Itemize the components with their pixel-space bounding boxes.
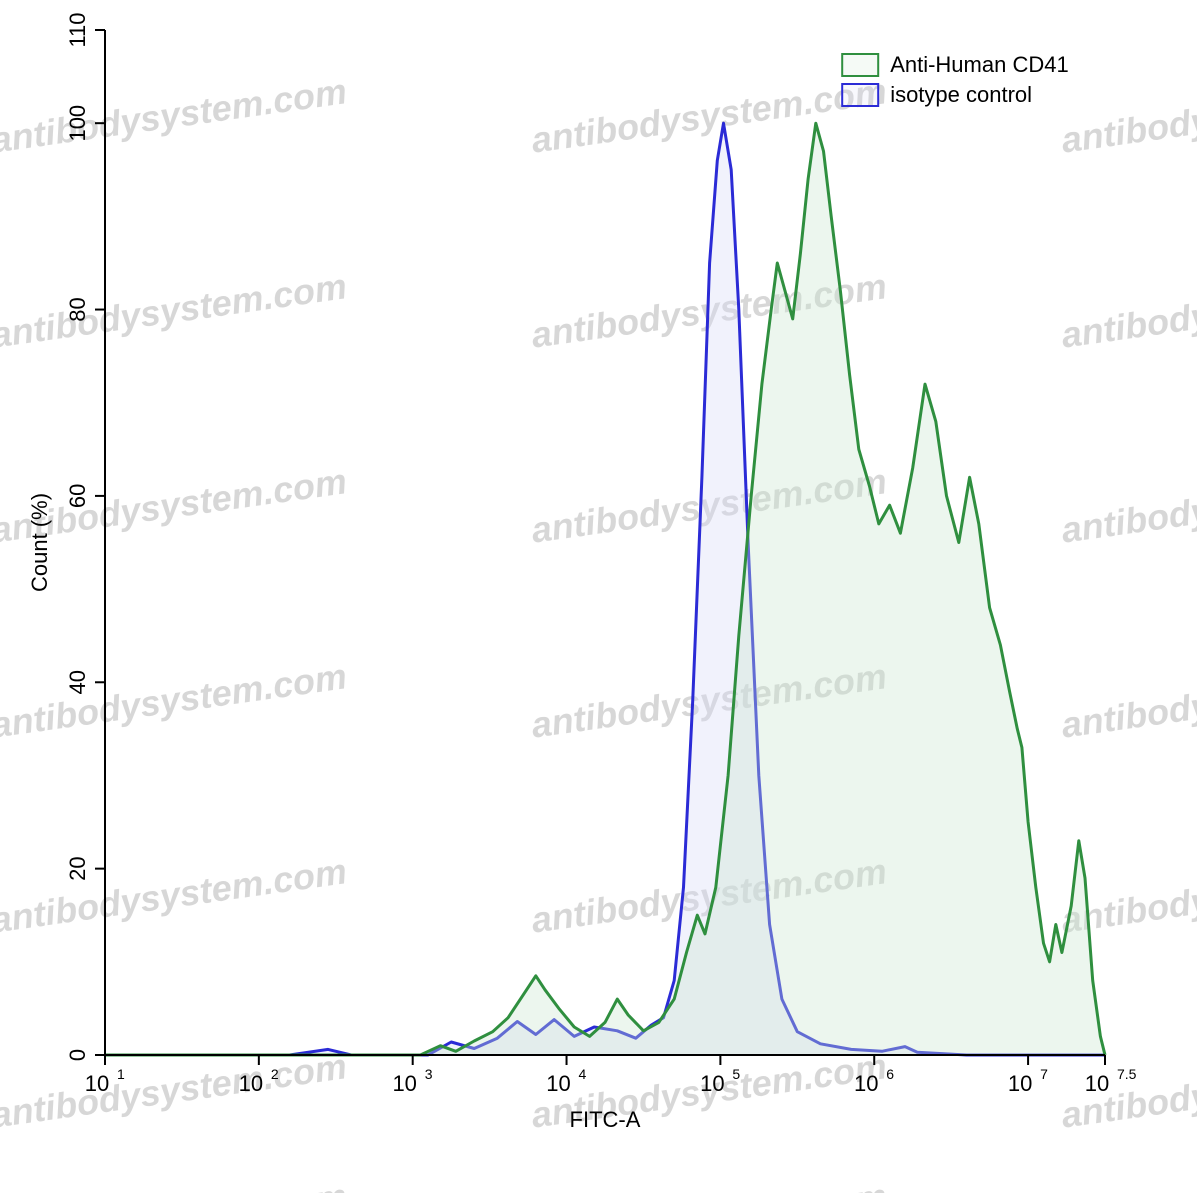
x-tick-label-base: 10 (392, 1071, 416, 1096)
legend-label: isotype control (890, 82, 1032, 107)
x-tick-label-base: 10 (239, 1071, 263, 1096)
x-tick-label-sup: 2 (271, 1066, 279, 1082)
y-tick-label: 0 (65, 1049, 90, 1061)
x-tick-label-base: 10 (546, 1071, 570, 1096)
x-tick-label-sup: 1 (117, 1066, 125, 1082)
y-tick-label: 110 (65, 12, 90, 47)
y-tick-label: 80 (65, 297, 90, 321)
legend-swatch (842, 54, 878, 76)
x-tick-label-sup: 5 (732, 1066, 740, 1082)
x-tick-label-sup: 7 (1040, 1066, 1048, 1082)
flow-cytometry-histogram: antibodysystem.comantibodysystem.comanti… (0, 0, 1197, 1193)
y-tick-label: 20 (65, 856, 90, 880)
x-tick-label-sup: 7.5 (1117, 1066, 1137, 1082)
legend-swatch (842, 84, 878, 106)
x-tick-label-sup: 3 (425, 1066, 433, 1082)
y-tick-label: 40 (65, 670, 90, 694)
x-tick-label-base: 10 (700, 1071, 724, 1096)
x-tick-label-sup: 4 (579, 1066, 587, 1082)
x-tick-label-base: 10 (85, 1071, 109, 1096)
y-tick-label: 60 (65, 484, 90, 508)
chart-svg: 101102103104105106107107.5FITC-A02040608… (0, 0, 1197, 1193)
y-tick-label: 100 (65, 105, 90, 142)
x-axis-title: FITC-A (570, 1107, 641, 1132)
x-tick-label-base: 10 (854, 1071, 878, 1096)
x-tick-label-sup: 6 (886, 1066, 894, 1082)
y-axis-title: Count (%) (27, 493, 52, 592)
series-fill (105, 123, 1105, 1055)
x-tick-label-base: 10 (1085, 1071, 1109, 1096)
x-tick-label-base: 10 (1008, 1071, 1032, 1096)
legend-label: Anti-Human CD41 (890, 52, 1069, 77)
